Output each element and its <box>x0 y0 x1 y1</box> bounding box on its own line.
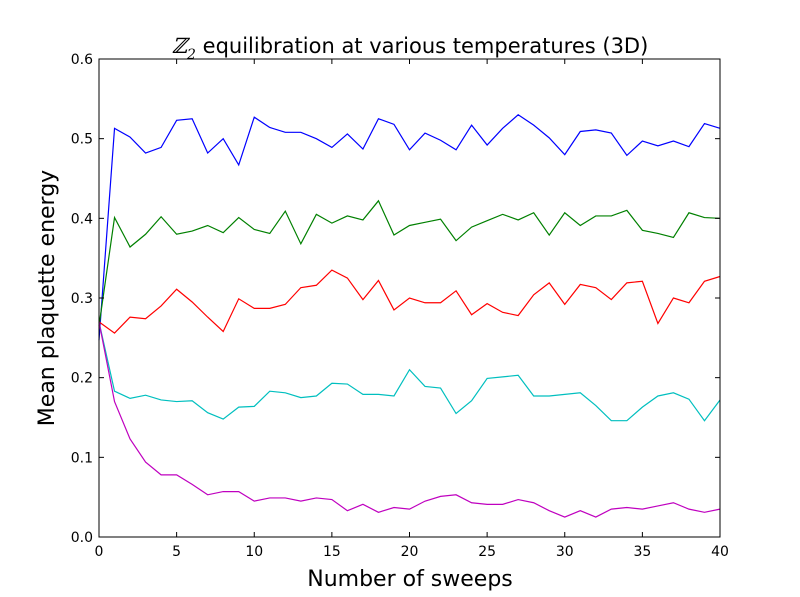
x-tick-label: 25 <box>478 544 496 560</box>
y-tick-label: 0.6 <box>71 52 93 68</box>
series-line-red <box>98 269 721 334</box>
x-tick-label: 10 <box>245 544 263 560</box>
series-line-blue <box>98 114 721 341</box>
title-symbol: ℤ <box>172 34 191 58</box>
title-text: equilibration at various temperatures (3… <box>196 34 648 58</box>
y-tick-label: 0.1 <box>71 450 93 466</box>
y-axis-label: Mean plaquette energy <box>35 170 60 426</box>
chart-title: ℤ2 equilibration at various temperatures… <box>172 34 649 63</box>
y-tick-label: 0.5 <box>71 132 93 148</box>
plot-frame <box>98 58 721 538</box>
y-tick-label: 0.3 <box>71 291 93 307</box>
x-tick-label: 20 <box>401 544 419 560</box>
series-line-cyan <box>98 321 721 422</box>
x-tick-label: 5 <box>172 544 181 560</box>
y-tick-label: 0.4 <box>71 211 93 227</box>
x-tick-label: 30 <box>556 544 574 560</box>
x-axis-label: Number of sweeps <box>307 567 513 592</box>
y-tick-label: 0.2 <box>71 371 93 387</box>
x-tick-label: 0 <box>95 544 104 560</box>
x-tick-label: 15 <box>323 544 341 560</box>
x-tick-label: 40 <box>711 544 729 560</box>
title-subscript: 2 <box>186 47 196 63</box>
y-tick-label: 0.0 <box>71 530 93 546</box>
series-line-green <box>98 199 721 326</box>
tick-layer: 0 5 10 15 20 25 30 35 40 0.0 0.1 0.2 0.3 0.4 0.5 0.6 <box>71 52 729 560</box>
x-tick-label: 35 <box>633 544 651 560</box>
series-line-magenta <box>98 321 721 518</box>
series-layer <box>98 114 721 518</box>
